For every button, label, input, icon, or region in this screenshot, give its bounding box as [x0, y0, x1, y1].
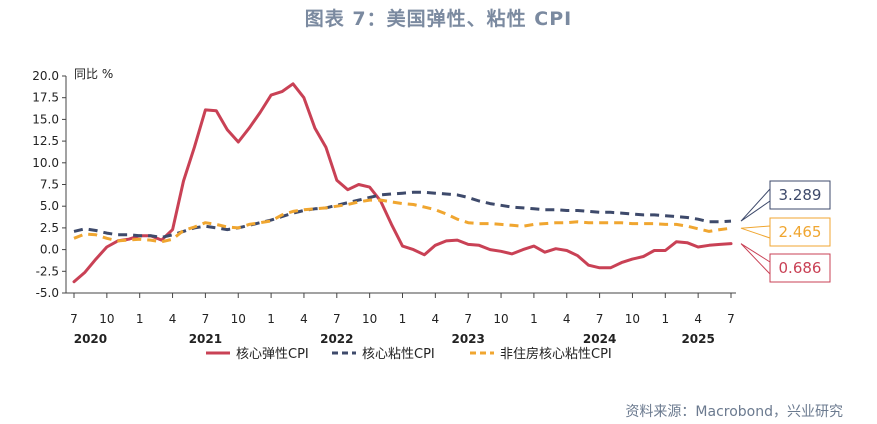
x-tick-label: 7: [464, 312, 472, 326]
x-year-label: 2022: [320, 332, 353, 346]
x-tick-label: 1: [399, 312, 407, 326]
end-value-callouts: 3.289 2.465 0.686: [740, 180, 831, 283]
y-tick-label: 12.5: [32, 134, 59, 148]
series-line-2: [73, 190, 732, 239]
x-tick-label: 1: [136, 312, 144, 326]
y-tick-label: 10.0: [32, 156, 59, 170]
x-tick-label: 7: [70, 312, 78, 326]
legend-label: 非住房核心粘性CPI: [500, 346, 612, 362]
x-tick-label: 4: [169, 312, 177, 326]
chart-title: 图表 7：美国弹性、粘性 CPI: [304, 8, 573, 30]
x-tick-label: 7: [202, 312, 210, 326]
x-tick-label: 10: [493, 312, 508, 326]
x-tick-label: 7: [333, 312, 341, 326]
y-tick-label: 5.0: [40, 199, 59, 213]
series-line-1: [72, 82, 733, 284]
x-tick-label: 10: [231, 312, 246, 326]
y-tick-label: 17.5: [32, 91, 59, 105]
y-tick-label: 0.0: [40, 243, 59, 257]
callout-value: 2.465: [779, 223, 822, 241]
x-tick-label: 1: [661, 312, 669, 326]
x-tick-label: 4: [563, 312, 571, 326]
y-axis-title: 同比 %: [74, 67, 113, 81]
x-year-label: 2023: [451, 332, 484, 346]
callout-value: 0.686: [779, 259, 822, 277]
x-year-label: 2020: [74, 332, 107, 346]
callout-pointer: [740, 243, 771, 276]
x-tick-label: 1: [267, 312, 275, 326]
callout-pointer: [740, 225, 771, 239]
callout-pointer: [740, 187, 771, 222]
callout-box: [769, 217, 831, 247]
callout-value: 3.289: [779, 186, 822, 204]
x-year-label: 2025: [681, 332, 714, 346]
source-note: 资料来源：Macrobond，兴业研究: [625, 404, 843, 420]
legend-label: 核心弹性CPI: [236, 347, 309, 362]
x-tick-label: 7: [596, 312, 604, 326]
legend: 核心弹性CPI 核心粘性CPI 非住房核心粘性CPI: [206, 346, 612, 362]
series-lines: [72, 82, 733, 284]
x-year-label: 2024: [583, 332, 616, 346]
callout-box: [769, 253, 831, 283]
x-tick-label: 10: [625, 312, 640, 326]
legend-label: 核心粘性CPI: [362, 347, 435, 362]
y-tick-label: 20.0: [32, 69, 59, 83]
x-tick-label: 7: [727, 312, 735, 326]
y-tick-label: 2.5: [40, 221, 59, 235]
y-tick-label: -2.5: [36, 264, 59, 278]
x-tick-label: 10: [362, 312, 377, 326]
y-tick-label: 7.5: [40, 178, 59, 192]
x-tick-label: 4: [300, 312, 308, 326]
x-tick-label: 4: [432, 312, 440, 326]
y-tick-label: 15.0: [32, 112, 59, 126]
axes: 20.0 17.5 15.0 12.5 10.0 7.5 5.0 2.5 0.0 -2.5 -5.0…: [32, 67, 736, 346]
x-tick-label: 10: [99, 312, 114, 326]
x-tick-label: 4: [694, 312, 702, 326]
y-tick-label: -5.0: [36, 286, 59, 300]
series-line-3: [73, 198, 732, 244]
x-tick-label: 1: [530, 312, 538, 326]
callout-box: [769, 180, 831, 210]
x-year-label: 2021: [189, 332, 222, 346]
